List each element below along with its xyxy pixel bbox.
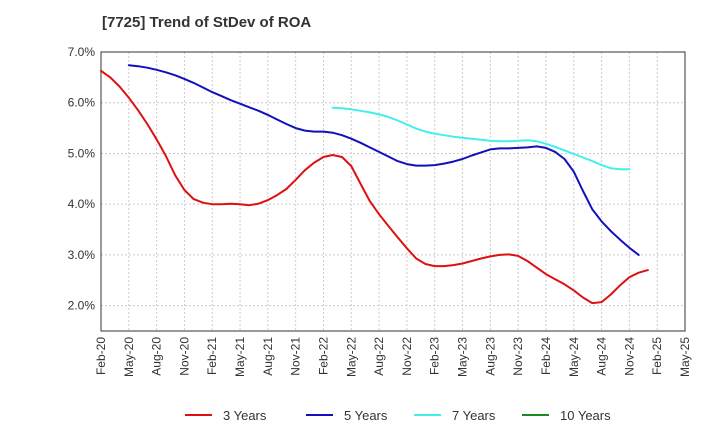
legend-label: 3 Years	[223, 408, 267, 423]
x-tick-label: Aug-23	[483, 337, 497, 376]
x-tick-label: Nov-24	[622, 337, 636, 376]
x-tick-label: Feb-23	[428, 337, 442, 375]
x-tick-label: May-21	[233, 337, 247, 377]
x-tick-label: Feb-22	[316, 337, 330, 375]
x-tick-label: Nov-21	[289, 337, 303, 376]
x-tick-label: Feb-25	[650, 337, 664, 375]
legend-label: 7 Years	[452, 408, 496, 423]
legend-label: 10 Years	[560, 408, 611, 423]
x-tick-label: May-25	[678, 337, 692, 377]
legend-label: 5 Years	[344, 408, 388, 423]
x-tick-label: May-24	[567, 337, 581, 377]
series-line-7-years	[331, 106, 631, 171]
x-tick-label: Aug-24	[595, 337, 609, 376]
series-lines	[100, 64, 649, 305]
y-tick-label: 6.0%	[68, 96, 96, 110]
x-tick-label: Aug-22	[372, 337, 386, 376]
x-tick-label: Feb-24	[539, 337, 553, 375]
series-line-5-years	[127, 64, 640, 256]
y-tick-label: 7.0%	[68, 45, 96, 59]
legend: 3 Years 5 Years 7 Years 10 Years	[185, 408, 611, 423]
x-tick-label: Feb-20	[94, 337, 108, 375]
x-tick-label: Nov-20	[177, 337, 191, 376]
grid-lines	[101, 51, 685, 331]
x-tick-label: Feb-21	[205, 337, 219, 375]
chart-title: [7725] Trend of StDev of ROA	[102, 14, 312, 31]
y-tick-label: 2.0%	[68, 299, 96, 313]
x-tick-label: Aug-20	[150, 337, 164, 376]
series-line-3-years	[100, 69, 649, 305]
y-tick-label: 3.0%	[68, 248, 96, 262]
x-tick-label: May-23	[456, 337, 470, 377]
x-tick-label: May-22	[344, 337, 358, 377]
plot-frame	[100, 51, 686, 332]
y-tick-label: 5.0%	[68, 146, 96, 160]
y-tick-label: 4.0%	[68, 197, 96, 211]
x-tick-label: Aug-21	[261, 337, 275, 376]
x-tick-label: Nov-22	[400, 337, 414, 376]
y-axis: 2.0% 3.0% 4.0% 5.0% 6.0% 7.0%	[68, 45, 96, 313]
x-tick-label: Nov-23	[511, 337, 525, 376]
x-axis: Feb-20 May-20 Aug-20 Nov-20 Feb-21 May-21 Aug-…	[94, 337, 692, 377]
x-tick-label: May-20	[122, 337, 136, 377]
